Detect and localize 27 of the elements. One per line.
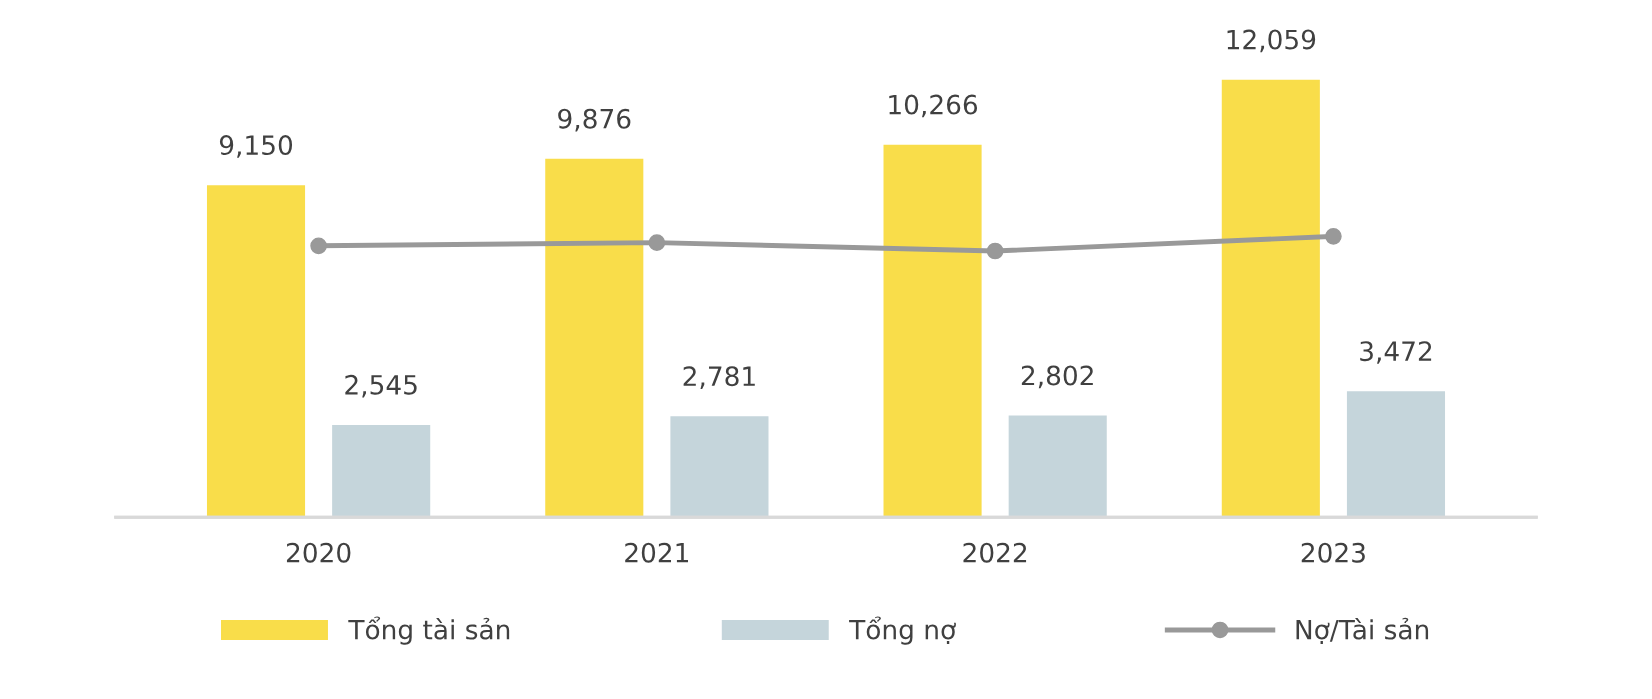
x-tick-label: 2021 bbox=[625, 542, 689, 563]
point bbox=[648, 234, 666, 251]
legend-label: Tổng tài sản bbox=[348, 616, 510, 645]
data-label: 9,150 bbox=[219, 135, 293, 158]
bar bbox=[1008, 415, 1107, 518]
x-tick-label: 2020 bbox=[286, 542, 351, 563]
point bbox=[1325, 228, 1342, 245]
data-label: 9,876 bbox=[558, 108, 631, 132]
bar bbox=[545, 158, 644, 518]
bar bbox=[883, 144, 982, 518]
data-label: 3,472 bbox=[1360, 341, 1432, 364]
x-tick-label: 2023 bbox=[1301, 542, 1365, 563]
data-label: 10,266 bbox=[889, 94, 978, 118]
bar bbox=[1346, 391, 1446, 518]
point bbox=[986, 242, 1004, 260]
data-label: 2,802 bbox=[1021, 365, 1093, 389]
bar bbox=[670, 416, 769, 518]
bar bbox=[206, 185, 306, 518]
data-label: 12,059 bbox=[1227, 29, 1316, 53]
bar bbox=[332, 424, 431, 518]
legend-label: Tổng nợ bbox=[849, 616, 956, 645]
legend-label: Nợ/Tài sản bbox=[1296, 617, 1429, 645]
x-tick-label: 2022 bbox=[963, 542, 1027, 563]
data-label: 2,545 bbox=[345, 374, 417, 398]
point bbox=[310, 237, 327, 255]
data-label: 2,781 bbox=[683, 366, 755, 389]
bar bbox=[1221, 79, 1320, 518]
